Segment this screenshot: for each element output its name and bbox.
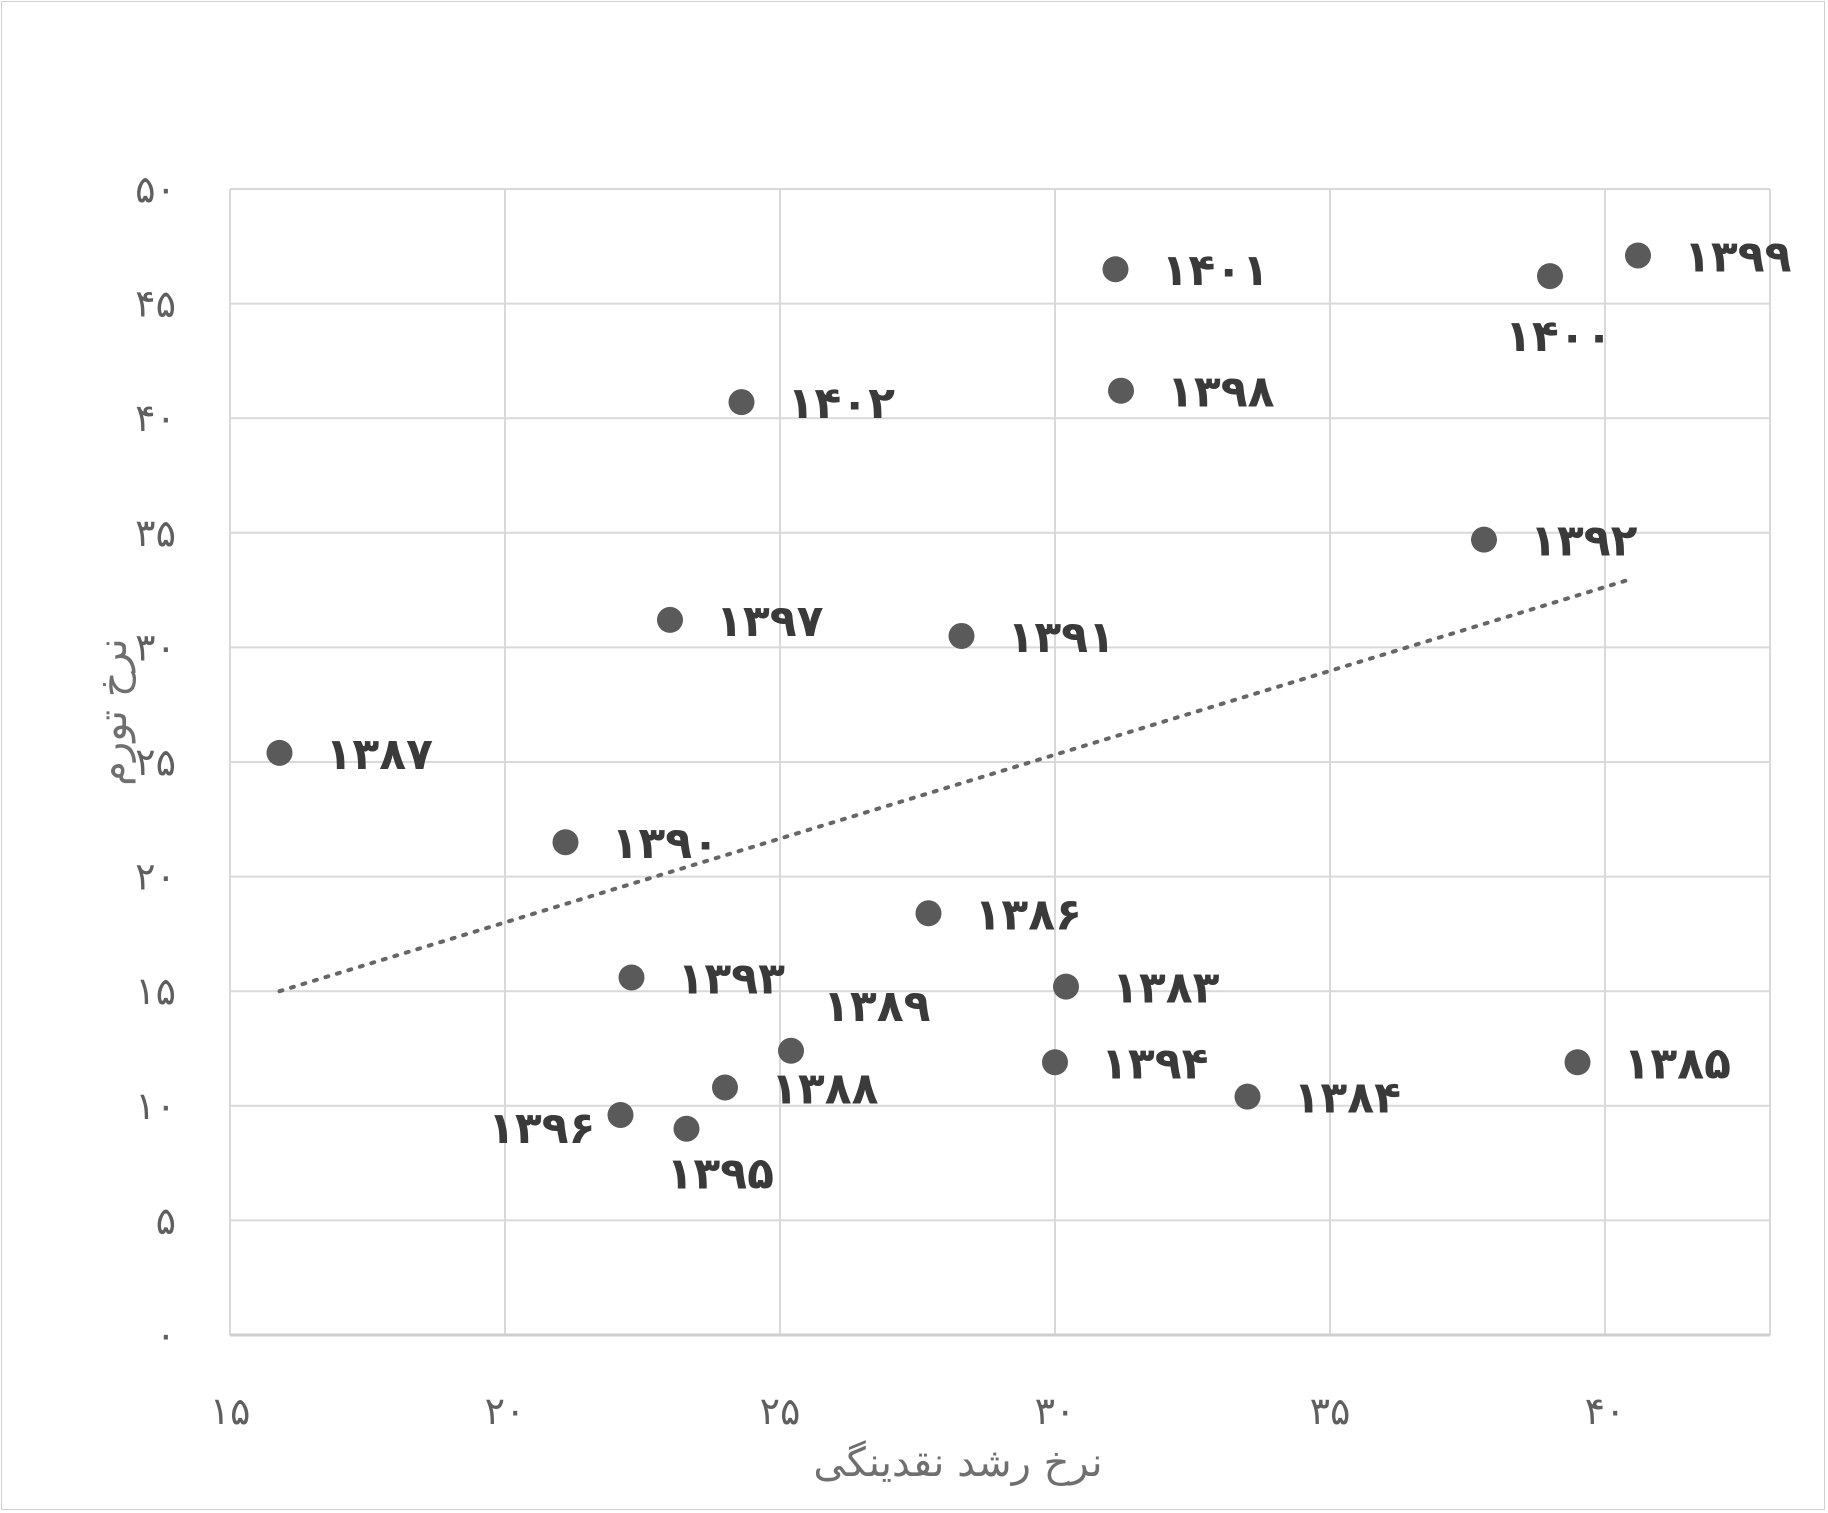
data-point [948, 622, 975, 649]
data-point [673, 1115, 700, 1142]
x-tick-labels: ۱۵ ۲۰ ۲۵ ۳۰ ۳۵ ۴۰ [210, 1389, 1626, 1433]
y-tick-label: ۳۵ [135, 511, 176, 555]
point-labels: ۱۳۸۳ ۱۳۸۴ ۱۳۸۵ ۱۳۸۶ ۱۳۸۷ ۱۳۸۸ ۱۳۸۹ ۱۳۹۰ ۱۳۹۱ ۱۳۹۲… [326, 231, 1792, 1199]
data-point [728, 389, 755, 416]
data-point [1564, 1049, 1591, 1076]
y-tick-label: ۰ [156, 1313, 176, 1357]
data-point [1234, 1083, 1261, 1110]
point-label: ۱۳۸۸ [771, 1063, 879, 1114]
trendline-group [277, 576, 1635, 994]
point-label: ۱۳۹۸ [1167, 367, 1275, 418]
point-label: ۱۳۹۶ [488, 1103, 595, 1154]
point-label: ۱۳۹۴ [1101, 1038, 1208, 1089]
data-point [1053, 973, 1079, 1000]
point-label: ۱۳۹۱ [1008, 612, 1115, 663]
point-label: ۱۴۰۱ [1162, 245, 1269, 296]
point-label: ۱۳۹۳ [678, 953, 786, 1004]
y-tick-label: ۱۵ [135, 969, 176, 1013]
point-label: ۱۳۸۹ [823, 981, 930, 1032]
point-label: ۱۳۸۵ [1624, 1038, 1731, 1089]
data-point [266, 739, 293, 766]
x-tick-label: ۳۵ [1310, 1389, 1351, 1433]
y-axis-title: نرخ تورم [90, 638, 136, 786]
point-label: ۱۳۸۷ [326, 729, 434, 780]
data-point [1102, 256, 1129, 283]
data-point [1625, 242, 1651, 269]
x-axis-title: نرخ رشد نقدینگی [813, 1440, 1102, 1486]
y-tick-label: ۴۵ [135, 282, 176, 326]
point-label: ۱۳۹۲ [1530, 516, 1638, 567]
point-label: ۱۳۹۵ [667, 1149, 774, 1200]
data-point [915, 900, 942, 927]
point-label: ۱۴۰۰ [1505, 311, 1612, 362]
data-point [1537, 263, 1563, 290]
point-label: ۱۳۸۳ [1112, 963, 1220, 1014]
data-point [712, 1074, 738, 1101]
point-label: ۱۳۸۶ [975, 889, 1082, 940]
y-tick-label: ۱۰ [135, 1084, 176, 1128]
x-tick-label: ۳۰ [1035, 1389, 1076, 1433]
y-tick-label: ۵۰ [135, 167, 176, 211]
data-point [607, 1101, 634, 1128]
y-tick-label: ۳۰ [135, 625, 176, 669]
x-tick-label: ۴۰ [1585, 1389, 1626, 1433]
y-tick-label: ۲۰ [135, 855, 176, 899]
gridlines [229, 188, 1771, 1335]
data-point [1042, 1049, 1068, 1076]
x-tick-label: ۲۰ [485, 1389, 526, 1433]
data-point [1471, 526, 1497, 553]
x-tick-label: ۲۵ [760, 1389, 801, 1433]
trendline [277, 576, 1635, 994]
y-tick-label: ۲۵ [135, 740, 176, 784]
point-label: ۱۳۹۰ [612, 818, 719, 869]
y-tick-label: ۴۰ [135, 396, 176, 440]
point-label: ۱۳۹۹ [1684, 231, 1791, 282]
point-label: ۱۴۰۲ [788, 378, 896, 429]
data-point [1108, 377, 1134, 404]
data-point [618, 964, 645, 991]
x-tick-label: ۱۵ [210, 1389, 251, 1433]
data-point [552, 829, 579, 856]
point-label: ۱۳۹۷ [716, 596, 824, 647]
y-tick-labels: ۰ ۵ ۱۰ ۱۵ ۲۰ ۲۵ ۳۰ ۳۵ ۴۰ ۴۵ ۵۰ [135, 167, 176, 1357]
y-tick-label: ۵ [156, 1198, 176, 1242]
data-points [266, 242, 1651, 1142]
data-point [778, 1037, 804, 1064]
data-point [657, 606, 683, 633]
point-label: ۱۳۸۴ [1294, 1073, 1401, 1124]
